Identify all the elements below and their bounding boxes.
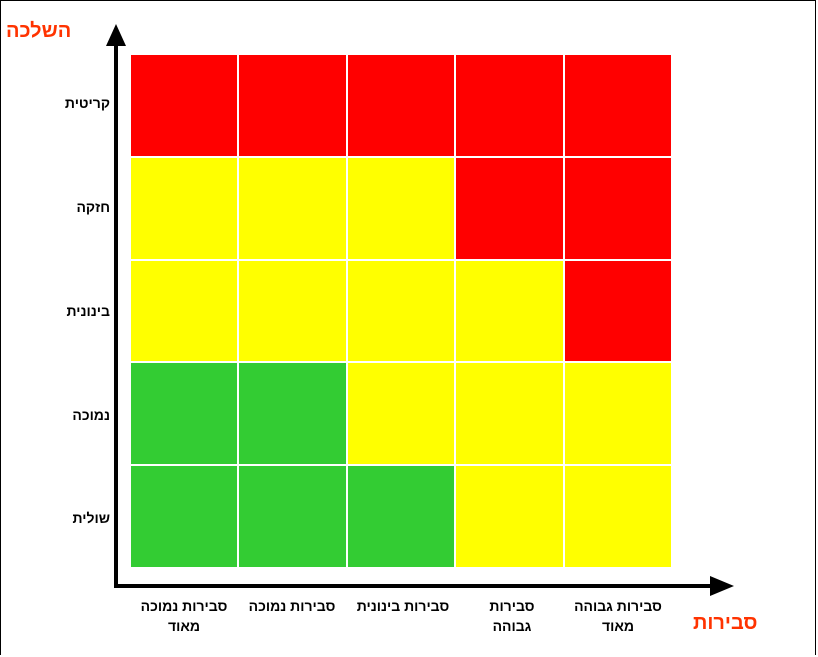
matrix-cell <box>238 362 347 466</box>
matrix-cell <box>563 465 672 568</box>
y-axis-label: קריטית <box>64 95 110 111</box>
y-axis-label: נמוכה <box>72 407 110 423</box>
x-axis-arrowhead <box>710 576 734 596</box>
x-axis-title: סבירות <box>693 612 758 634</box>
y-axis-label: חזקה <box>76 199 110 215</box>
matrix-cell <box>346 156 456 260</box>
matrix-cell <box>563 362 672 466</box>
matrix-cell <box>455 259 564 363</box>
x-axis-label-line: סבירות נמוכה <box>248 598 336 614</box>
y-axis-label: שולית <box>72 510 111 526</box>
matrix-cell <box>238 54 347 157</box>
x-axis-label-line: סבירות נמוכה <box>140 598 228 614</box>
matrix-cell <box>346 259 456 363</box>
matrix-cell <box>455 362 564 466</box>
x-axis-label-line: מאוד <box>167 618 201 634</box>
matrix-cell <box>130 54 239 157</box>
x-axis-label: סבירות גבוהה מאוד <box>563 596 673 636</box>
matrix-cell <box>238 259 347 363</box>
matrix-cell <box>346 465 456 568</box>
matrix-cell <box>130 362 239 466</box>
matrix-cell <box>563 156 672 260</box>
y-axis-label: בינונית <box>66 303 110 319</box>
x-axis-label: סבירות נמוכה מאוד <box>129 596 239 636</box>
x-axis-label-line: סבירות בינונית <box>356 598 450 614</box>
y-axis-arrowhead <box>106 24 126 46</box>
y-axis-title: השלכה <box>6 20 72 42</box>
x-axis-label-line: סבירות <box>489 598 535 614</box>
matrix-cell <box>563 259 672 363</box>
matrix-cell <box>130 465 239 568</box>
matrix-cell <box>346 362 456 466</box>
matrix-cell <box>130 259 239 363</box>
x-axis-label: סבירות בינונית <box>348 596 458 616</box>
matrix-cell <box>455 156 564 260</box>
matrix-cell <box>455 54 564 157</box>
x-axis-label: סבירות גבוהה <box>457 596 567 636</box>
x-axis-label-line: סבירות גבוהה <box>574 598 662 614</box>
matrix-cell <box>346 54 456 157</box>
matrix-cell <box>455 465 564 568</box>
matrix-cell <box>563 54 672 157</box>
risk-matrix <box>130 54 672 568</box>
x-axis-label-line: גבוהה <box>492 618 532 634</box>
matrix-cell <box>130 156 239 260</box>
x-axis-label-line: מאוד <box>601 618 635 634</box>
x-axis-label: סבירות נמוכה <box>237 596 347 616</box>
matrix-cell <box>238 465 347 568</box>
matrix-cell <box>238 156 347 260</box>
